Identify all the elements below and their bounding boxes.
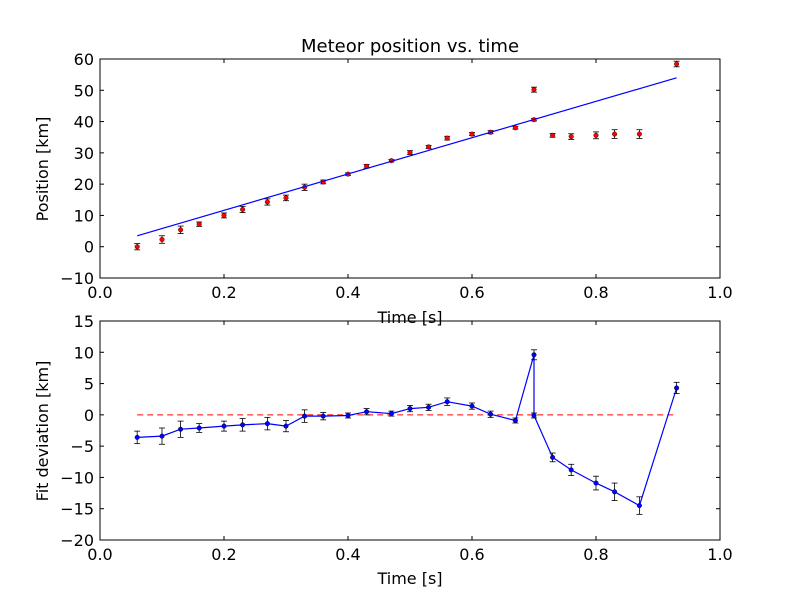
deviation-x-tick-label: 0.8 (583, 545, 608, 564)
data-point (320, 413, 326, 419)
data-point (264, 199, 270, 205)
data-point (568, 467, 574, 473)
data-point (221, 423, 227, 429)
deviation-panel: Time [s] Fit deviation [km] 0.0 0.2 0.4 0.6… (33, 312, 733, 588)
data-point (345, 412, 351, 418)
data-point (388, 411, 394, 417)
deviation-y-tick-label: 5 (84, 375, 94, 394)
position-y-tick-label: 30 (74, 144, 94, 163)
data-point (612, 489, 618, 495)
position-x-tick-label: 0.2 (211, 283, 236, 302)
position-y-tick-label: 40 (74, 113, 94, 132)
data-point (636, 131, 642, 137)
deviation-y-axis-label: Fit deviation [km] (33, 361, 52, 502)
deviation-y-tick-label: −10 (60, 468, 94, 487)
data-point (550, 132, 556, 138)
deviation-x-tick-label: 1.0 (707, 545, 732, 564)
deviation-plot-frame (99, 320, 721, 541)
data-point (302, 413, 308, 419)
data-point (283, 195, 289, 201)
position-plot-frame (99, 58, 721, 279)
position-x-tick-label: 1.0 (707, 283, 732, 302)
data-point (593, 132, 599, 138)
data-point (531, 412, 537, 418)
data-point (426, 404, 432, 410)
data-point (469, 403, 475, 409)
position-x-tick-label: 0.6 (459, 283, 484, 302)
deviation-y-tick-label: −20 (60, 531, 94, 550)
deviation-x-tick-label: 0.6 (459, 545, 484, 564)
position-x-axis-label: Time [s] (376, 308, 442, 327)
fit-line (137, 77, 677, 237)
deviation-y-tick-label: 0 (84, 406, 94, 425)
deviation-x-tick-label: 0.2 (211, 545, 236, 564)
data-point (134, 434, 140, 440)
data-point (426, 144, 432, 150)
data-point (674, 385, 680, 391)
data-point (636, 503, 642, 509)
position-x-tick-label: 0.4 (335, 283, 360, 302)
data-point (568, 134, 574, 140)
data-point (444, 135, 450, 141)
data-point (407, 150, 413, 156)
data-point (364, 409, 370, 415)
data-point (283, 423, 289, 429)
data-point (134, 244, 140, 250)
position-y-axis-label: Position [km] (33, 117, 52, 222)
deviation-x-axis-label: Time [s] (376, 569, 442, 588)
position-panel: Meteor position vs. time Time [s] Positi… (33, 36, 733, 327)
data-point (674, 61, 680, 67)
position-y-tick-label: 60 (74, 50, 94, 69)
data-point (264, 421, 270, 427)
data-point (159, 237, 165, 243)
data-point (178, 426, 184, 432)
data-point (159, 433, 165, 439)
data-point (512, 125, 518, 131)
data-point (221, 212, 227, 218)
deviation-y-tick-label: −5 (70, 437, 94, 456)
data-point (531, 352, 537, 358)
position-y-tick-label: 50 (74, 81, 94, 100)
data-point (550, 454, 556, 460)
data-point (196, 425, 202, 431)
data-point (407, 406, 413, 412)
data-point (593, 480, 599, 486)
position-x-tick-label: 0.8 (583, 283, 608, 302)
position-y-tick-label: 0 (84, 238, 94, 257)
data-point (178, 227, 184, 233)
position-y-tick-label: −10 (60, 269, 94, 288)
deviation-x-tick-label: 0.4 (335, 545, 360, 564)
position-x-tick-label: 0.0 (87, 283, 112, 302)
data-point (612, 131, 618, 137)
position-chart-title: Meteor position vs. time (301, 36, 519, 57)
data-point (444, 399, 450, 405)
deviation-y-tick-label: −15 (60, 500, 94, 519)
data-point (531, 87, 537, 93)
position-y-tick-label: 20 (74, 175, 94, 194)
data-point (469, 131, 475, 137)
deviation-x-tick-label: 0.0 (87, 545, 112, 564)
data-point (196, 221, 202, 227)
deviation-y-tick-label: 10 (74, 343, 94, 362)
deviation-y-tick-label: 15 (74, 312, 94, 331)
data-point (240, 422, 246, 428)
position-y-tick-label: 10 (74, 206, 94, 225)
data-point (240, 206, 246, 212)
data-point (512, 417, 518, 423)
data-point (488, 411, 494, 417)
